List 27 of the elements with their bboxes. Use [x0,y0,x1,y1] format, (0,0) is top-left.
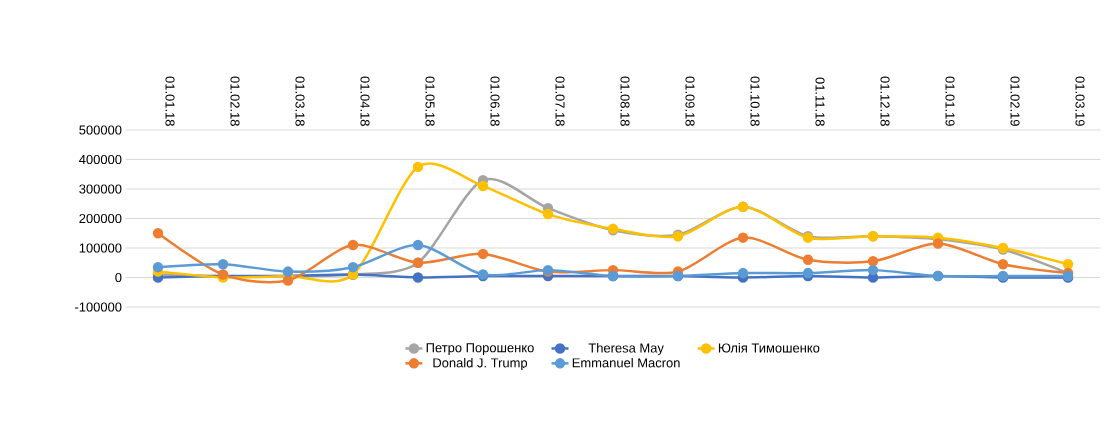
x-tick-label: 01.06.18 [490,76,500,126]
y-tick-label: 0 [115,272,122,283]
x-tick-label: 01.12.18 [880,76,890,126]
y-tick-label: 300000 [79,184,122,194]
x-tick-label: 01.03.18 [295,76,305,126]
legend-label: Петро Порошенко [426,343,534,355]
x-tick-label: 01.07.18 [555,76,565,126]
y-tick-label: 400000 [79,154,122,165]
legend-label: Donald J. Trump [433,357,528,370]
legend-label: Emmanuel Macron [572,357,680,368]
y-tick-label: 100000 [79,243,122,253]
x-tick-label: 01.05.18 [425,76,435,126]
x-tick-label: 01.09.18 [685,76,695,126]
x-tick-label: 01.01.18 [165,76,175,126]
x-tick-label: 01.08.18 [620,76,630,126]
x-tick-label: 01.02.18 [230,76,240,126]
x-tick-label: 01.10.18 [750,76,760,126]
x-tick-label: 01.03.19 [1075,76,1085,126]
legend-label: Юлія Тимошенко [718,343,820,353]
x-tick-label: 01.11.18 [815,77,825,126]
y-tick-label: 500000 [79,125,122,135]
y-tick-label: -100000 [75,302,122,312]
x-tick-label: 01.02.19 [1010,76,1020,126]
legend-label: Theresa May [588,343,664,356]
x-tick-label: 01.01.19 [945,76,955,126]
x-tick-label: 01.04.18 [360,76,370,126]
y-tick-label: 200000 [79,213,122,224]
